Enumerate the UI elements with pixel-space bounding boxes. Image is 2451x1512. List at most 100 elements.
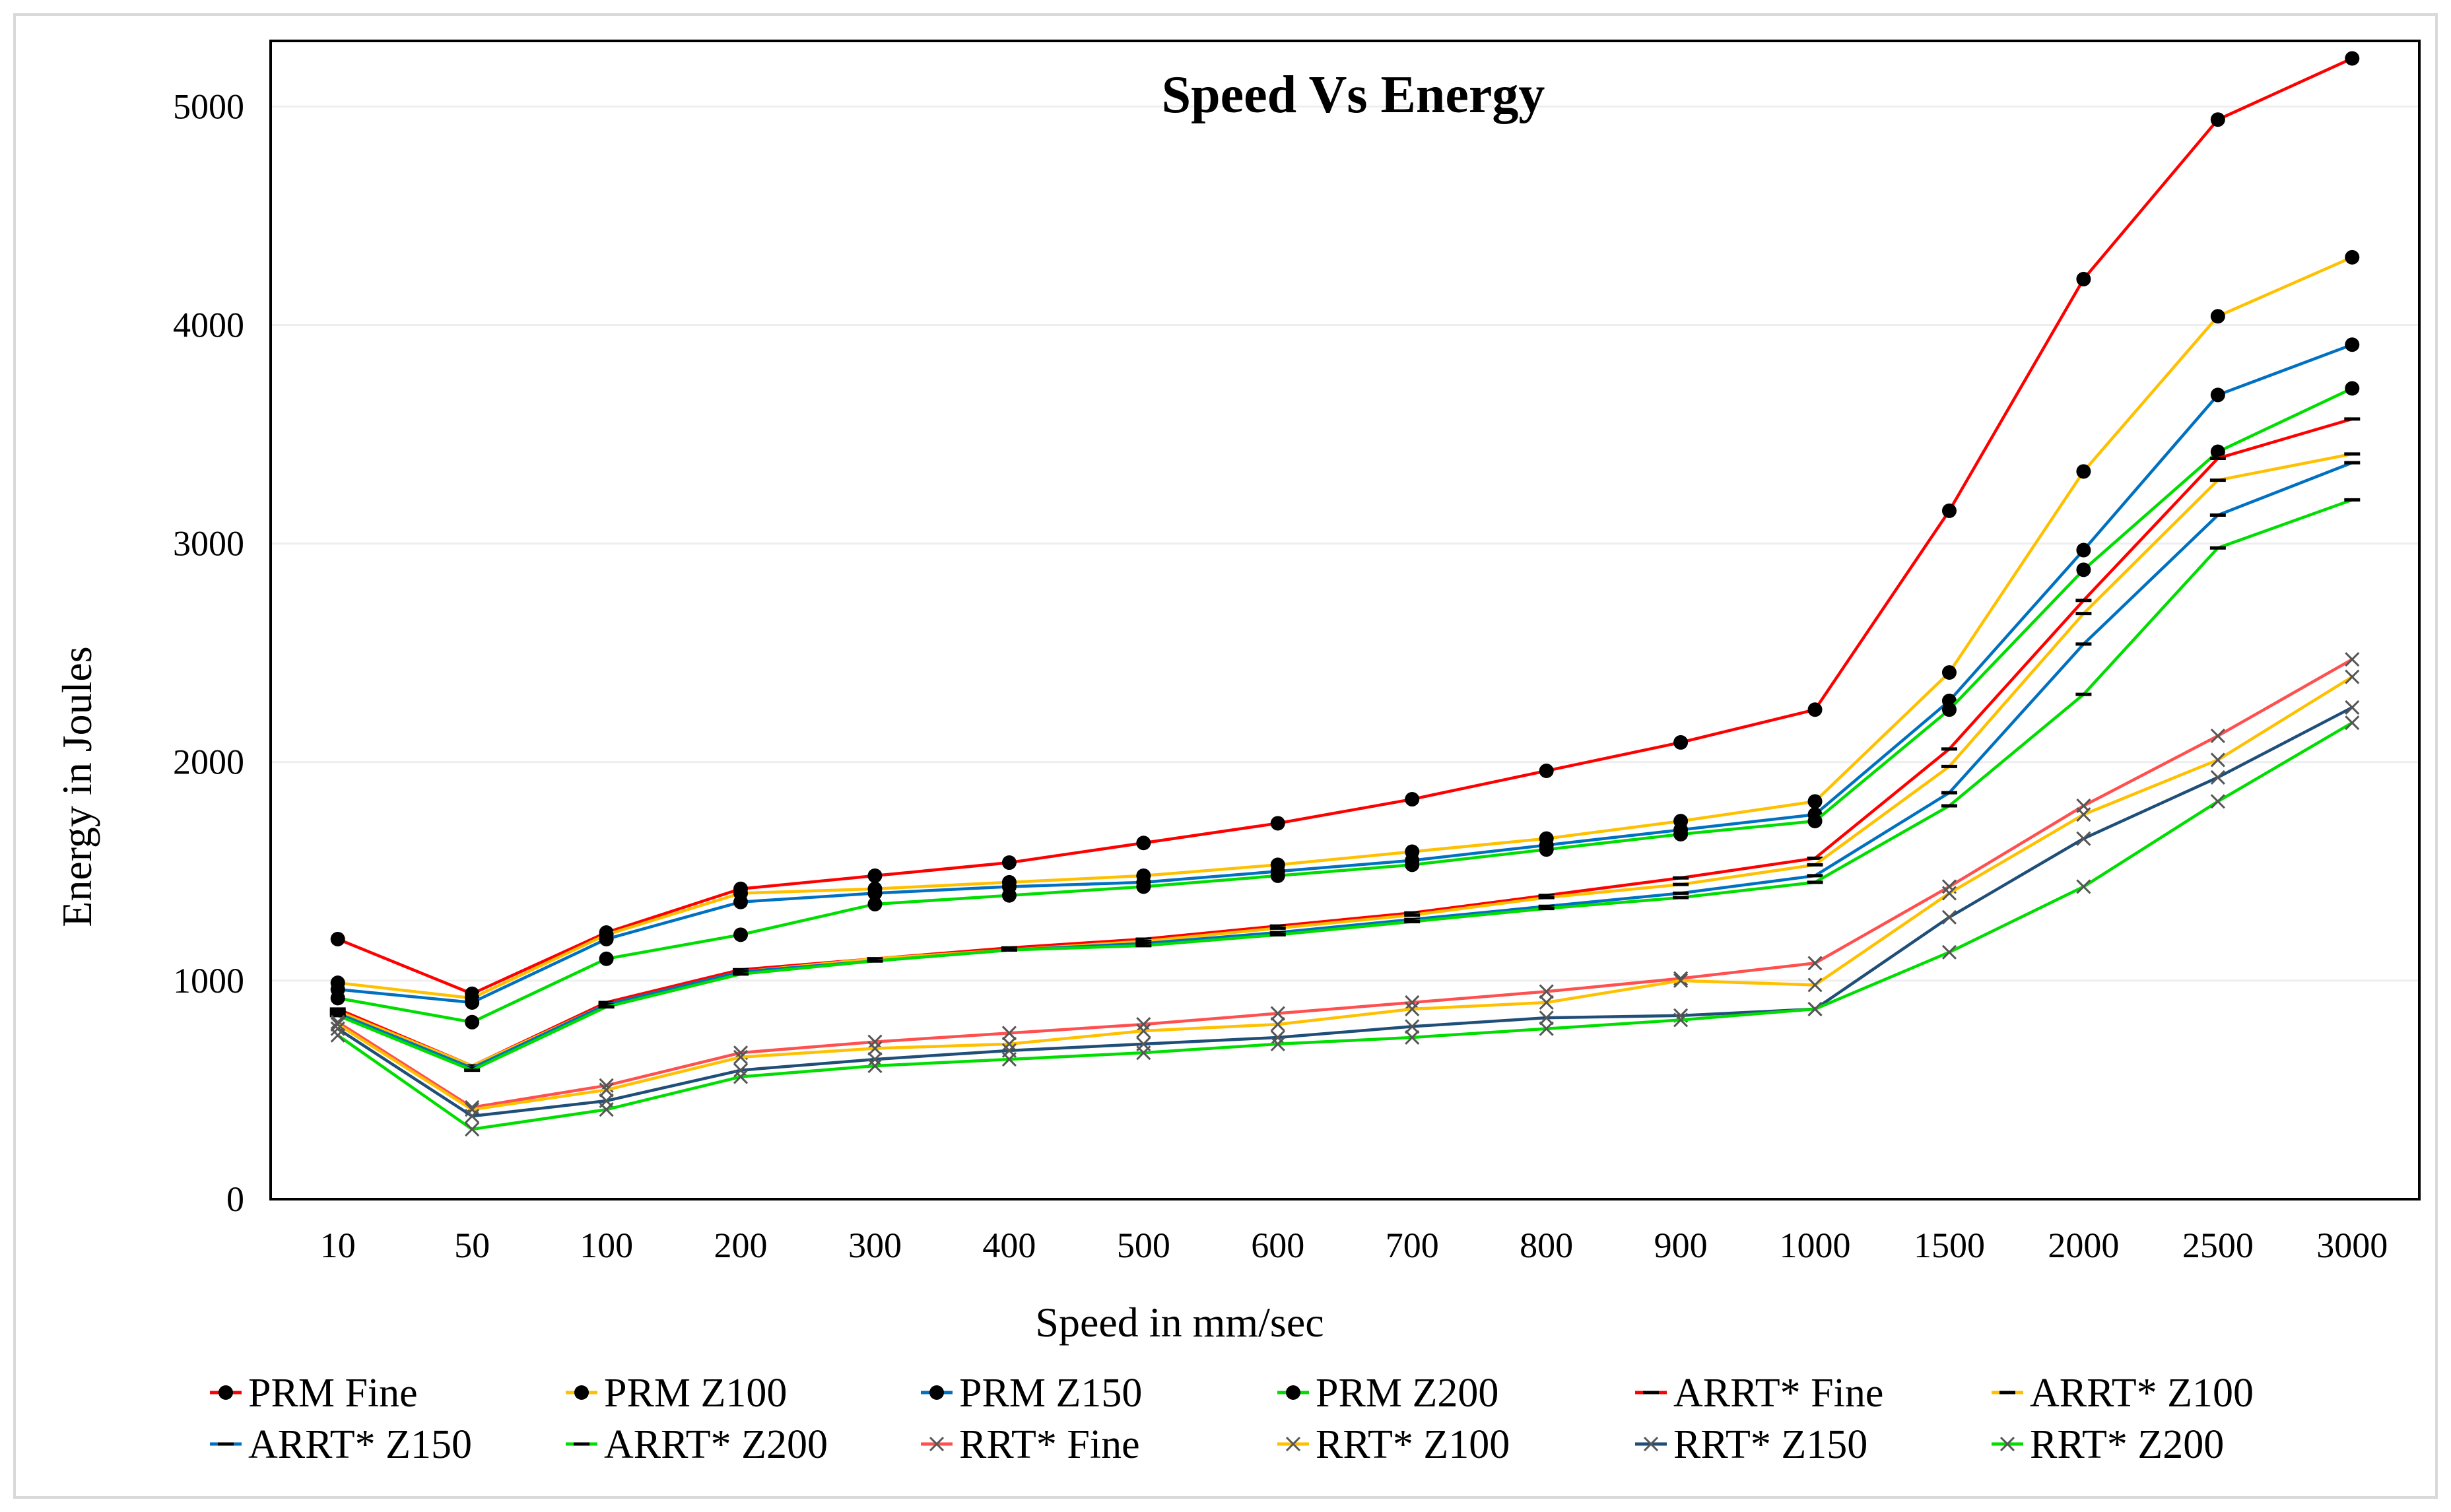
chart-outer-border (13, 13, 2438, 1499)
data-point-rrt-star-z200 (1673, 1012, 1689, 1028)
legend-marker (1999, 1436, 2015, 1452)
data-point-rrt-star-z150 (1405, 1019, 1420, 1034)
data-point-rrt-star-z200 (733, 1069, 749, 1084)
y-tick-label: 3000 (173, 524, 244, 564)
y-axis-ticks: 0 1000 2000 3000 4000 5000 (173, 86, 244, 1219)
data-point-rrt-star-z100 (2210, 752, 2225, 768)
data-point-prm-z100 (1807, 794, 1823, 809)
legend-label: PRM Z150 (959, 1371, 1142, 1416)
legend-label: RRT* Fine (959, 1422, 1140, 1467)
legend-marker (929, 1385, 944, 1400)
data-point-prm-z100 (2076, 464, 2091, 479)
data-point-rrt-star-z150 (465, 1109, 480, 1124)
series-line-arrt-star-fine (337, 417, 2353, 1068)
series-lines (329, 51, 2361, 1137)
data-point-prm-z200 (599, 951, 614, 966)
x-tick-label: 1000 (1780, 1226, 1851, 1265)
series-line-rrt-star-fine (337, 658, 2353, 1109)
data-point-rrt-star-z100 (1941, 886, 1957, 901)
series-rrt-star-z100 (330, 669, 2360, 1117)
data-point-prm-fine (1270, 816, 1285, 831)
data-point-prm-z200 (2345, 381, 2360, 396)
legend-marker (1285, 1436, 1301, 1452)
plot-area-border (269, 40, 2421, 1200)
legend-item-arrt-star-z100: ARRT* Z100 (1992, 1371, 2254, 1416)
legend-item-rrt-star-z200: RRT* Z200 (1992, 1422, 2224, 1467)
data-point-prm-z150 (2076, 542, 2091, 558)
data-point-prm-z150 (2345, 337, 2360, 352)
x-tick-label: 100 (580, 1226, 633, 1265)
data-point-prm-z200 (2210, 444, 2225, 459)
data-point-prm-z200 (1673, 827, 1689, 842)
x-tick-label: 200 (714, 1226, 768, 1265)
data-point-rrt-star-fine (1001, 1026, 1017, 1041)
data-point-prm-z200 (465, 1014, 480, 1030)
series-line-prm-z100 (337, 255, 2353, 1000)
data-point-prm-z150 (599, 931, 614, 946)
data-point-prm-fine (1673, 735, 1689, 750)
data-point-rrt-star-z200 (2345, 715, 2360, 731)
y-tick-label: 5000 (173, 86, 244, 126)
data-point-rrt-star-z200 (1001, 1052, 1017, 1067)
x-tick-label: 300 (848, 1226, 902, 1265)
data-point-prm-fine (2076, 271, 2091, 286)
data-point-rrt-star-z100 (733, 1049, 749, 1065)
data-point-prm-fine (1807, 702, 1823, 717)
data-point-prm-fine (2210, 112, 2225, 127)
data-point-prm-z100 (2210, 309, 2225, 324)
legend-item-prm-z200: PRM Z200 (1277, 1371, 1498, 1416)
data-point-rrt-star-z150 (330, 1021, 345, 1036)
data-point-prm-z150 (2210, 387, 2225, 403)
data-point-rrt-star-z100 (1405, 1001, 1420, 1016)
data-point-prm-z200 (330, 991, 345, 1006)
legend-item-arrt-star-z150: ARRT* Z150 (210, 1422, 472, 1467)
legend-item-rrt-star-fine: RRT* Fine (921, 1422, 1140, 1467)
data-point-rrt-star-z200 (2076, 879, 2091, 894)
data-point-prm-fine (330, 931, 345, 946)
x-tick-label: 700 (1386, 1226, 1439, 1265)
legend-marker (1643, 1436, 1659, 1452)
y-tick-label: 4000 (173, 305, 244, 345)
data-point-rrt-star-fine (1136, 1017, 1151, 1032)
data-point-prm-fine (1001, 855, 1017, 871)
data-point-rrt-star-fine (2210, 728, 2225, 744)
legend-item-rrt-star-z150: RRT* Z150 (1635, 1422, 1867, 1467)
data-point-rrt-star-z150 (1539, 1010, 1554, 1026)
data-point-rrt-star-z100 (2076, 807, 2091, 822)
data-point-rrt-star-z150 (1941, 909, 1957, 925)
legend-marker (1286, 1385, 1300, 1400)
data-point-rrt-star-z200 (1539, 1021, 1554, 1036)
series-line-rrt-star-z100 (337, 675, 2353, 1111)
legend-label: PRM Fine (248, 1371, 418, 1416)
series-rrt-star-fine (330, 652, 2360, 1115)
series-rrt-star-z200 (330, 715, 2360, 1137)
data-point-rrt-star-fine (1539, 984, 1554, 999)
data-point-rrt-star-z100 (1673, 973, 1689, 988)
series-prm-z100 (330, 249, 2360, 1006)
data-point-rrt-star-z150 (867, 1052, 883, 1067)
data-point-prm-z200 (733, 927, 749, 942)
legend-item-rrt-star-z100: RRT* Z100 (1277, 1422, 1510, 1467)
data-point-rrt-star-z200 (465, 1121, 480, 1137)
data-point-rrt-star-z150 (1270, 1030, 1285, 1045)
legend-label: ARRT* Fine (1673, 1371, 1883, 1416)
data-point-prm-z150 (867, 886, 883, 901)
x-tick-label: 3000 (2316, 1226, 2388, 1265)
legend-marker (929, 1436, 945, 1452)
data-point-rrt-star-fine (1405, 995, 1420, 1010)
gridlines (271, 105, 2419, 982)
legend-label: RRT* Z150 (1673, 1422, 1867, 1467)
data-point-rrt-star-z200 (2210, 794, 2225, 809)
legend-item-prm-z100: PRM Z100 (566, 1371, 787, 1416)
x-tick-label: 2500 (2182, 1226, 2254, 1265)
series-line-prm-z200 (337, 387, 2353, 1024)
data-point-prm-z200 (1807, 814, 1823, 829)
series-line-rrt-star-z150 (337, 706, 2353, 1118)
y-tick-label: 1000 (173, 961, 244, 1001)
data-point-prm-z200 (1270, 868, 1285, 883)
legend-label: ARRT* Z150 (248, 1422, 472, 1467)
legend-label: ARRT* Z100 (2030, 1371, 2254, 1416)
x-tick-label: 10 (320, 1226, 356, 1265)
chart-title: Speed Vs Energy (1162, 66, 1545, 124)
